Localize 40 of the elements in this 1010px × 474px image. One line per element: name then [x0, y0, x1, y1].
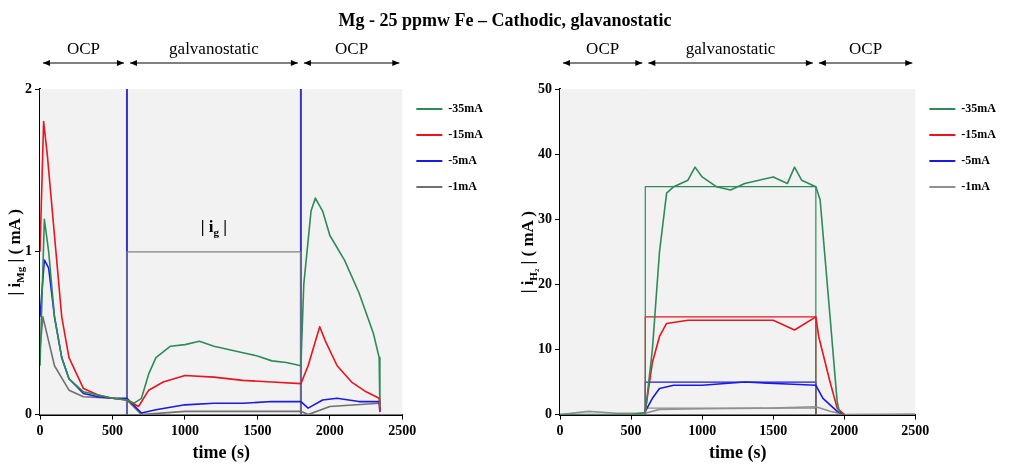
legend-label: -1mA — [448, 179, 478, 194]
x-tick-label: 0 — [556, 422, 564, 438]
y-axis-title: | iMg | ( mA ) — [5, 209, 26, 296]
x-tick-label: 2000 — [830, 422, 859, 438]
x-tick-label: 1000 — [170, 422, 199, 438]
band-label: OCP — [586, 38, 620, 58]
legend-label: -5mA — [961, 153, 991, 168]
y-tick-label: 50 — [538, 80, 552, 96]
y-tick-label: 30 — [538, 210, 552, 226]
y-tick-label: 40 — [538, 145, 552, 161]
legend-label: -5mA — [448, 153, 478, 168]
text: Mg - 25 ppmw Fe – Cathodic, glavanostatic — [337, 9, 673, 32]
band-label: OCP — [335, 38, 369, 58]
legend-label: -15mA — [448, 127, 484, 142]
legend-label: -1mA — [961, 179, 991, 194]
x-tick-label: 1000 — [688, 422, 717, 438]
x-axis-title: time (s) — [192, 441, 250, 463]
y-tick-label: 0 — [545, 406, 552, 422]
y-tick-label: 1 — [25, 243, 32, 259]
band-label: OCP — [66, 38, 101, 58]
band-label: galvanostatic — [169, 38, 260, 58]
legend-label: -15mA — [961, 127, 997, 142]
legend-label: -35mA — [448, 101, 484, 116]
y-tick-label: 0 — [25, 406, 32, 422]
x-tick-label: 500 — [101, 422, 123, 438]
x-tick-label: 500 — [620, 422, 642, 438]
legend-label: -35mA — [961, 101, 997, 116]
band-label: OCP — [849, 38, 883, 58]
x-tick-label: 1500 — [243, 422, 272, 438]
x-tick-label: 0 — [36, 422, 44, 438]
y-tick-label: 20 — [538, 275, 552, 291]
x-tick-label: 2500 — [388, 422, 417, 438]
band-label: galvanostatic — [685, 38, 776, 58]
x-tick-label: 1500 — [759, 422, 788, 438]
y-tick-label: 2 — [25, 80, 32, 96]
x-axis-title: time (s) — [708, 441, 767, 463]
y-axis-title: | iH₂ | ( mA ) — [518, 211, 539, 294]
y-tick-label: 10 — [538, 341, 552, 357]
x-tick-label: 2000 — [315, 422, 344, 438]
x-tick-label: 2500 — [901, 422, 930, 438]
